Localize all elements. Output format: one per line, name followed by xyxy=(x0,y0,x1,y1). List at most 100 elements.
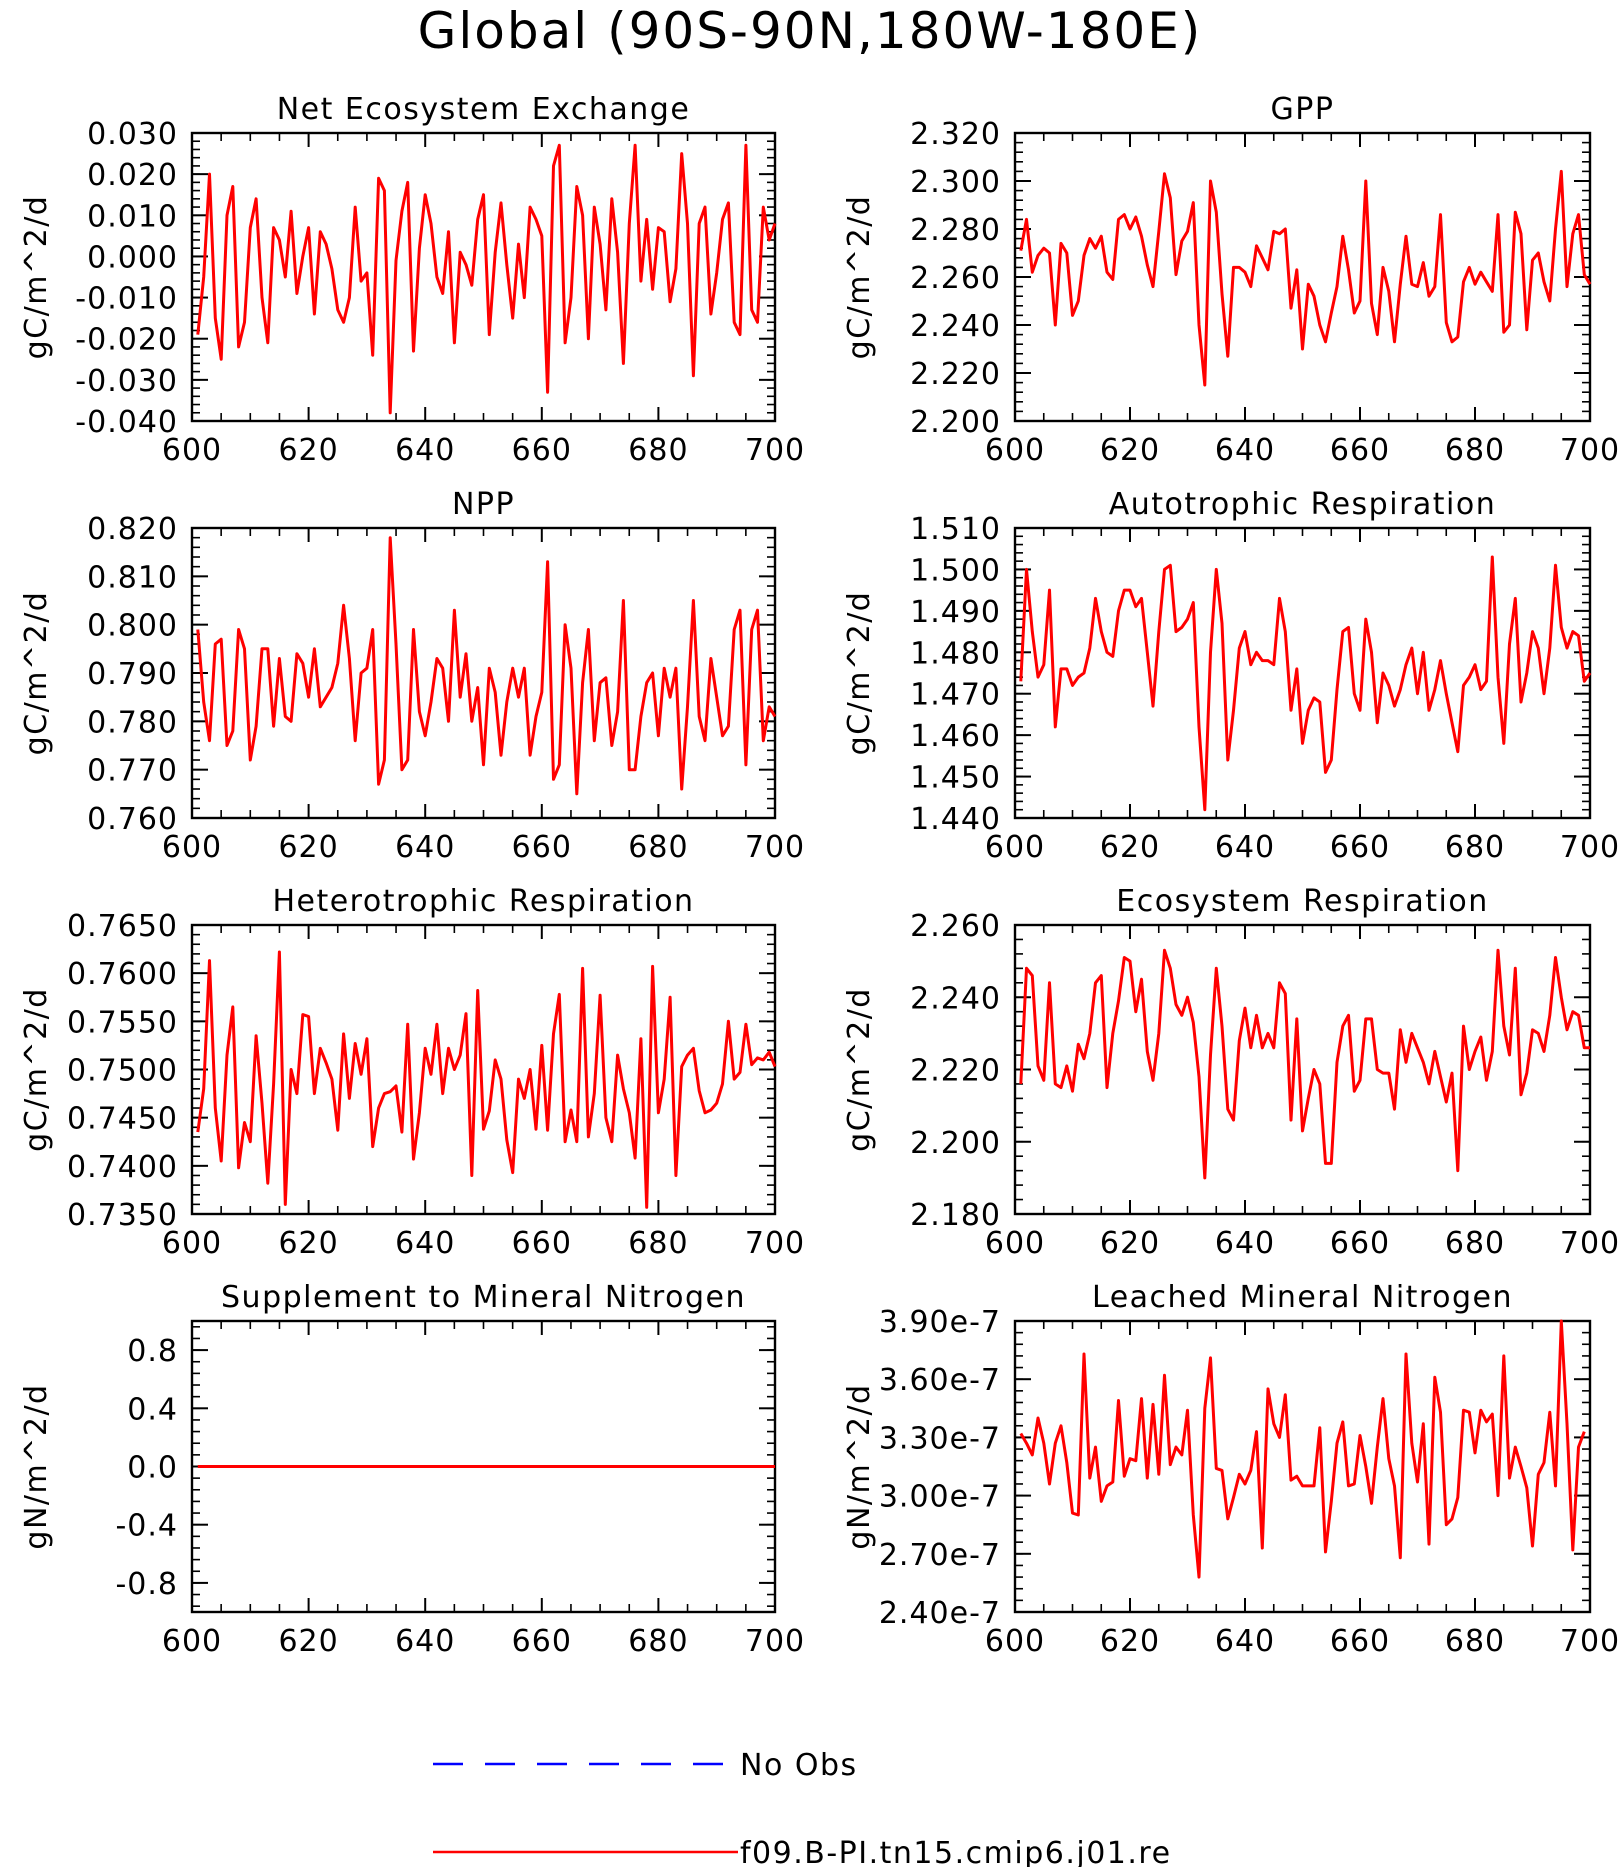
x-tick-label: 620 xyxy=(1100,1624,1160,1659)
x-tick-label: 620 xyxy=(278,1624,338,1659)
y-tick-label: 0.800 xyxy=(87,609,178,644)
x-tick-label: 600 xyxy=(162,433,222,468)
x-tick-label: 700 xyxy=(745,1226,805,1261)
x-tick-label: 660 xyxy=(1330,1226,1390,1261)
x-tick-label: 620 xyxy=(1100,433,1160,468)
series-line-leached-mineral-nitrogen xyxy=(1019,1319,1586,1579)
y-tick-label: 0.020 xyxy=(87,158,178,193)
x-tick-label: 640 xyxy=(1215,1226,1275,1261)
y-tick-label: 0.780 xyxy=(87,705,178,740)
y-tick-label: 1.450 xyxy=(910,761,1001,796)
figure-title: Global (90S-90N,180W-180E) xyxy=(418,2,1203,60)
x-tick-label: 640 xyxy=(395,1624,455,1659)
y-tick-label: 0.790 xyxy=(87,657,178,692)
x-tick-label: 700 xyxy=(1560,1624,1620,1659)
y-tick-label: 1.500 xyxy=(910,553,1001,588)
x-tick-label: 680 xyxy=(628,1226,688,1261)
y-tick-label: 1.440 xyxy=(910,802,1001,837)
y-tick-label: 0.000 xyxy=(87,240,178,275)
chart-panel-heterotrophic-respiration: Heterotrophic Respiration gC/m^2/d 600 620 6… xyxy=(19,884,805,1261)
x-tick-label: 640 xyxy=(395,433,455,468)
legend-label-no-obs: No Obs xyxy=(740,1748,858,1783)
y-axis-label: gC/m^2/d xyxy=(842,195,877,360)
panel-title: Leached Mineral Nitrogen xyxy=(1092,1280,1513,1315)
y-tick-label: 0.4 xyxy=(127,1392,178,1427)
x-tick-label: 640 xyxy=(1215,1624,1275,1659)
y-tick-label: 0.0 xyxy=(127,1451,178,1486)
x-tick-label: 660 xyxy=(512,830,572,865)
x-tick-label: 640 xyxy=(395,1226,455,1261)
legend: No Obs f09.B-PI.tn15.cmip6.j01.re xyxy=(433,1748,1172,1867)
x-tick-label: 700 xyxy=(745,433,805,468)
y-tick-label: 2.260 xyxy=(910,261,1001,296)
y-tick-label: 0.7600 xyxy=(67,957,178,992)
y-tick-label: 0.8 xyxy=(127,1334,178,1369)
legend-entry-model: f09.B-PI.tn15.cmip6.j01.re xyxy=(433,1836,1172,1867)
y-tick-label: -0.030 xyxy=(75,364,178,399)
chart-panel-gpp: GPP gC/m^2/d 600 620 640 660 680 700 2.200 2.220 2… xyxy=(842,92,1619,468)
y-tick-label: 0.010 xyxy=(87,199,178,234)
y-tick-label: -0.010 xyxy=(75,282,178,317)
x-tick-label: 660 xyxy=(1330,830,1390,865)
x-tick-label: 680 xyxy=(1445,1624,1505,1659)
x-tick-label: 680 xyxy=(628,830,688,865)
chart-panel-autotrophic-respiration: Autotrophic Respiration gC/m^2/d 600 620 640… xyxy=(842,487,1620,865)
x-tick-label: 640 xyxy=(395,830,455,865)
x-tick-label: 600 xyxy=(162,1624,222,1659)
x-tick-label: 680 xyxy=(628,433,688,468)
series-line-ecosystem-respiration xyxy=(1019,948,1590,1180)
series-line-autotrophic-respiration xyxy=(1019,555,1592,812)
y-tick-label: 1.490 xyxy=(910,595,1001,630)
chart-panel-npp: NPP gC/m^2/d 600 620 640 660 680 700 0.760 0.770 0… xyxy=(19,487,805,865)
x-tick-label: 620 xyxy=(278,830,338,865)
y-tick-label: -0.020 xyxy=(75,323,178,358)
x-tick-label: 680 xyxy=(1445,1226,1505,1261)
chart-panel-supplement-to-mineral-nitrogen: Supplement to Mineral Nitrogen gN/m^2/d 60… xyxy=(19,1280,804,1659)
y-tick-label: 2.200 xyxy=(910,1126,1001,1161)
y-tick-label: 0.7550 xyxy=(67,1005,178,1040)
y-tick-label: 3.00e-7 xyxy=(879,1480,1001,1515)
y-tick-label: 2.240 xyxy=(910,981,1001,1016)
y-tick-label: 2.320 xyxy=(910,117,1001,152)
y-tick-label: 1.470 xyxy=(910,678,1001,713)
y-tick-label: 3.90e-7 xyxy=(879,1305,1001,1340)
panel-title: Heterotrophic Respiration xyxy=(272,884,694,919)
y-axis-label: gC/m^2/d xyxy=(19,591,54,756)
y-tick-label: 0.770 xyxy=(87,754,178,789)
x-tick-label: 640 xyxy=(1215,433,1275,468)
plot-frame xyxy=(190,131,777,423)
x-tick-label: 600 xyxy=(985,1624,1045,1659)
x-tick-label: 620 xyxy=(278,1226,338,1261)
y-tick-label: 0.7650 xyxy=(67,909,178,944)
x-tick-label: 660 xyxy=(512,433,572,468)
y-axis-label: gN/m^2/d xyxy=(19,1383,54,1549)
y-tick-label: 2.200 xyxy=(910,405,1001,440)
x-tick-label: 660 xyxy=(512,1226,572,1261)
x-tick-label: 680 xyxy=(1445,433,1505,468)
y-tick-label: 0.7400 xyxy=(67,1150,178,1185)
x-tick-label: 680 xyxy=(628,1624,688,1659)
legend-label-model: f09.B-PI.tn15.cmip6.j01.re xyxy=(740,1836,1172,1867)
y-tick-label: 2.70e-7 xyxy=(879,1538,1001,1573)
panel-title: Autotrophic Respiration xyxy=(1109,487,1497,522)
x-tick-label: 700 xyxy=(745,830,805,865)
plot-frame xyxy=(1013,923,1592,1216)
y-tick-label: 2.40e-7 xyxy=(879,1596,1001,1631)
x-tick-label: 600 xyxy=(985,433,1045,468)
y-tick-label: 2.180 xyxy=(910,1198,1001,1233)
y-axis-label: gC/m^2/d xyxy=(19,195,54,360)
x-tick-label: 700 xyxy=(1560,830,1620,865)
plot-frame xyxy=(1013,131,1592,423)
series-line-gpp xyxy=(1019,169,1592,387)
panel-title: Supplement to Mineral Nitrogen xyxy=(221,1280,746,1315)
x-tick-label: 680 xyxy=(1445,830,1505,865)
y-tick-label: 3.60e-7 xyxy=(879,1363,1001,1398)
series-line-net-ecosystem-exchange xyxy=(196,143,777,415)
series-line-heterotrophic-respiration xyxy=(196,950,777,1209)
y-axis-label: gN/m^2/d xyxy=(842,1383,877,1549)
y-tick-label: 3.30e-7 xyxy=(879,1421,1001,1456)
y-tick-label: 1.510 xyxy=(910,512,1001,547)
y-tick-label: -0.040 xyxy=(75,405,178,440)
x-tick-label: 660 xyxy=(512,1624,572,1659)
